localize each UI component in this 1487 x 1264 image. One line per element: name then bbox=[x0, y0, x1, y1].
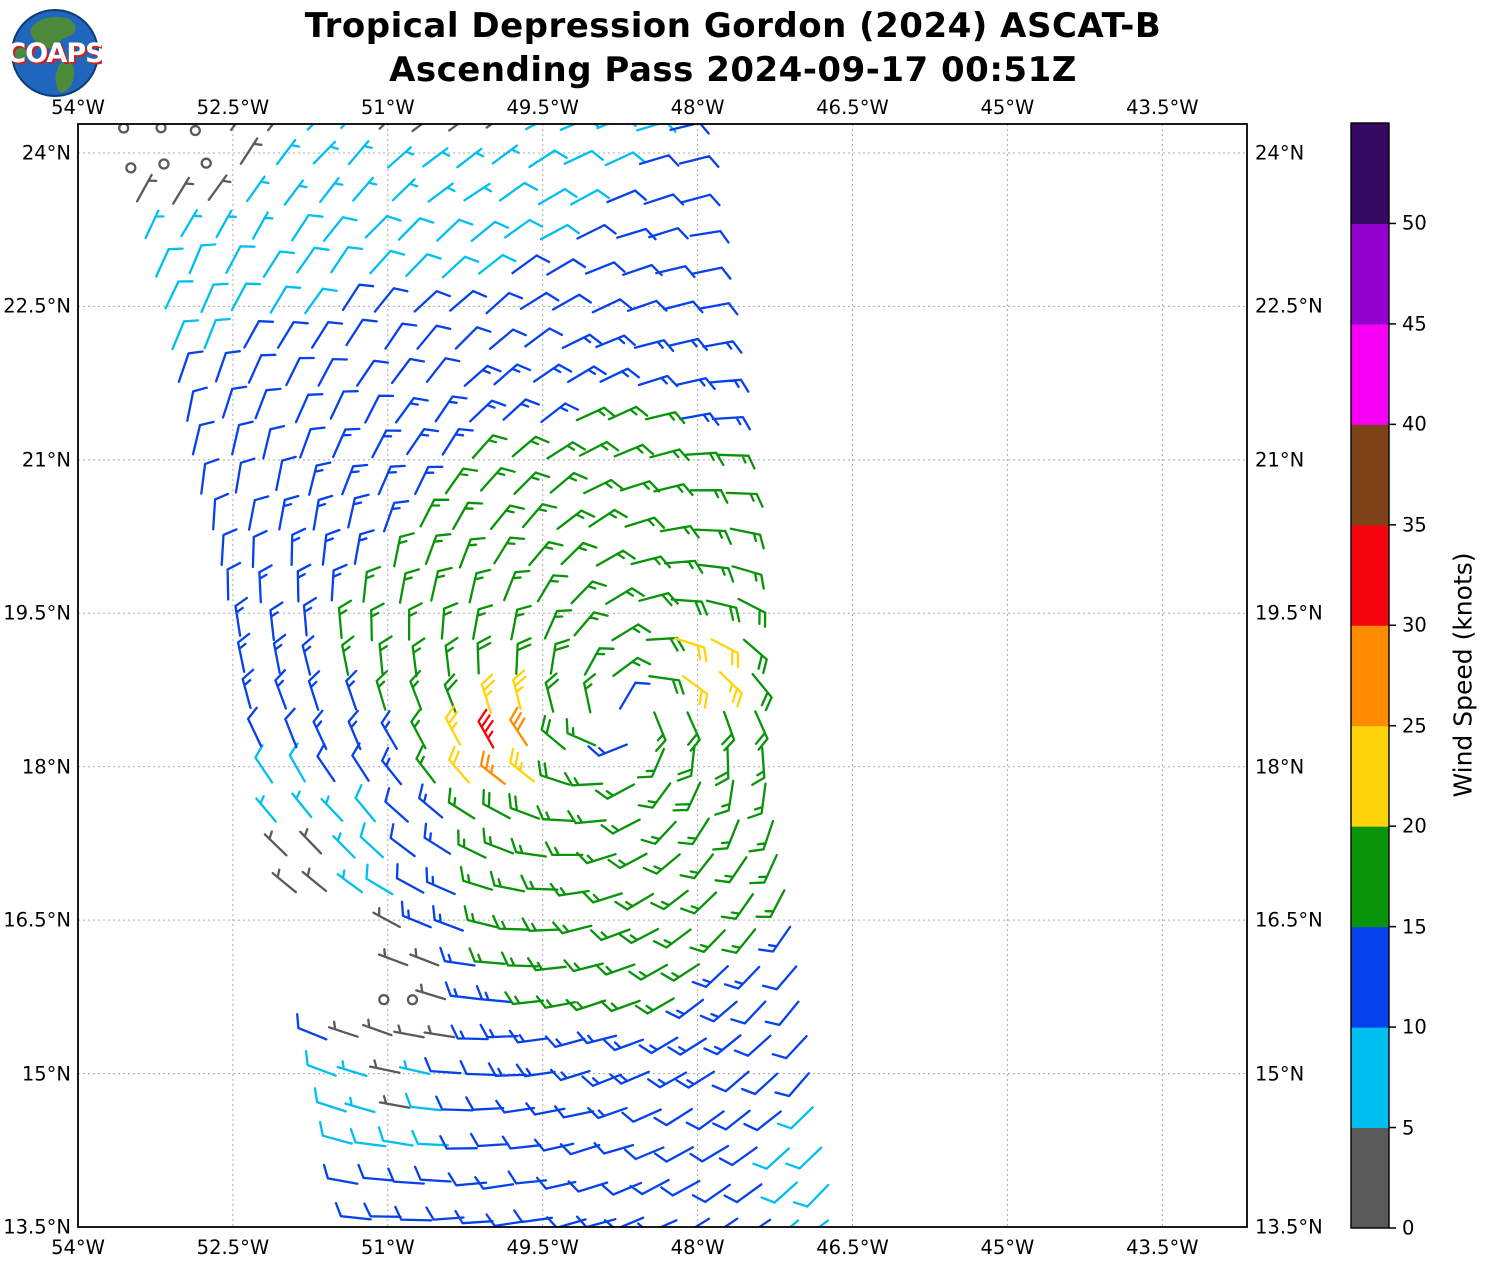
calm-wind-circle bbox=[125, 162, 137, 174]
colorbar-tick-label: 0 bbox=[1402, 1216, 1415, 1240]
colorbar-segment bbox=[1351, 826, 1389, 928]
colorbar-segment bbox=[1351, 625, 1389, 727]
y-tick-label-left: 13.5°N bbox=[3, 1215, 71, 1239]
y-tick-label-left: 19.5°N bbox=[3, 601, 71, 625]
calm-wind-circle bbox=[189, 124, 201, 137]
y-tick-label-right: 21°N bbox=[1255, 448, 1305, 472]
colorbar-segment bbox=[1351, 725, 1389, 827]
y-tick-label-right: 16.5°N bbox=[1255, 908, 1323, 932]
y-tick-label-right: 22.5°N bbox=[1255, 294, 1323, 318]
calm-wind-circle bbox=[118, 124, 130, 134]
chart-subtitle: Ascending Pass 2024-09-17 00:51Z bbox=[389, 50, 1077, 90]
colorbar-segment bbox=[1351, 524, 1389, 626]
logo-text: COAPS bbox=[8, 38, 102, 69]
y-tick-label-right: 19.5°N bbox=[1255, 601, 1323, 625]
calm-wind-circle bbox=[200, 157, 212, 169]
x-tick-label-top: 46.5°W bbox=[816, 96, 889, 119]
calm-wind-circle bbox=[406, 994, 419, 1006]
colorbar-tick-label: 10 bbox=[1402, 1015, 1427, 1039]
logo-continent-west bbox=[15, 48, 28, 60]
y-tick-label-left: 22.5°N bbox=[3, 294, 71, 318]
y-tick-label-right: 15°N bbox=[1255, 1062, 1305, 1086]
logo-continent-north-america bbox=[30, 17, 76, 49]
calm-wind-circle bbox=[158, 158, 170, 170]
x-tick-label-top: 54°W bbox=[51, 96, 105, 119]
colorbar-tick-label: 45 bbox=[1402, 312, 1427, 336]
colorbar-tick-label: 15 bbox=[1402, 915, 1427, 939]
colorbar-tick-label: 5 bbox=[1402, 1116, 1415, 1140]
colorbar-segment bbox=[1351, 1027, 1389, 1129]
y-tick-label-left: 18°N bbox=[21, 755, 71, 779]
x-tick-label-top: 48°W bbox=[670, 96, 725, 119]
x-tick-label-top: 51°W bbox=[360, 96, 415, 119]
y-tick-label-left: 24°N bbox=[21, 141, 71, 165]
x-tick-label-bottom: 46.5°W bbox=[816, 1236, 889, 1259]
x-tick-label-bottom: 43.5°W bbox=[1126, 1236, 1199, 1259]
x-tick-label-bottom: 45°W bbox=[980, 1236, 1035, 1259]
wind-barb-group-10kt bbox=[177, 124, 810, 1227]
wind-barb-group-20kt bbox=[444, 637, 743, 784]
x-tick-label-bottom: 52.5°W bbox=[196, 1236, 270, 1259]
colorbar-tick-label: 35 bbox=[1402, 513, 1427, 537]
colorbar-tick-label: 25 bbox=[1402, 714, 1427, 738]
grid-lines bbox=[77, 124, 1247, 1228]
y-tick-label-right: 18°N bbox=[1255, 755, 1305, 779]
colorbar-border bbox=[1350, 122, 1390, 1229]
colorbar-segment bbox=[1351, 223, 1389, 325]
colorbar-tick-label: 50 bbox=[1402, 211, 1427, 235]
chart-title: Tropical Depression Gordon (2024) ASCAT-… bbox=[304, 6, 1162, 46]
y-tick-label-left: 15°N bbox=[21, 1062, 71, 1086]
calm-wind-circle bbox=[378, 993, 390, 1006]
x-tick-label-bottom: 48°W bbox=[670, 1236, 725, 1259]
wind-barb-group-0kt bbox=[135, 124, 494, 1109]
wind-barbs bbox=[118, 124, 830, 1227]
wind-barb-group-5kt bbox=[144, 124, 830, 1227]
logo-continent-south-america bbox=[55, 61, 75, 93]
colorbar-segment bbox=[1351, 123, 1389, 224]
colorbar bbox=[1350, 122, 1396, 1229]
colorbar-tick-label: 20 bbox=[1402, 814, 1427, 838]
colorbar-segment bbox=[1351, 424, 1389, 526]
colorbar-segment bbox=[1351, 323, 1389, 425]
colorbar-segment bbox=[1351, 1127, 1389, 1229]
y-tick-label-left: 21°N bbox=[21, 448, 71, 472]
y-tick-label-left: 16.5°N bbox=[3, 908, 71, 932]
x-tick-label-top: 52.5°W bbox=[196, 96, 270, 119]
plot-border bbox=[77, 123, 1248, 1228]
wind-barb-group-25kt bbox=[479, 706, 528, 785]
y-tick-label-right: 24°N bbox=[1255, 141, 1305, 165]
colorbar-axis-label: Wind Speed (knots) bbox=[1448, 552, 1478, 798]
colorbar-tick-label: 30 bbox=[1402, 613, 1427, 637]
x-tick-label-bottom: 54°W bbox=[51, 1236, 105, 1259]
x-tick-label-top: 43.5°W bbox=[1126, 96, 1199, 119]
wind-barb-group-30kt bbox=[477, 708, 495, 749]
logo-text-shadow: COAPS bbox=[8, 40, 102, 71]
colorbar-tick-label: 40 bbox=[1402, 412, 1427, 436]
wind-barb-group-15kt bbox=[337, 405, 786, 1015]
coaps-logo: COAPS COAPS bbox=[8, 9, 102, 97]
x-tick-label-top: 49.5°W bbox=[506, 96, 579, 119]
x-tick-label-bottom: 51°W bbox=[360, 1236, 415, 1259]
y-tick-label-right: 13.5°N bbox=[1255, 1215, 1323, 1239]
colorbar-segment bbox=[1351, 926, 1389, 1028]
calm-wind-circle bbox=[155, 124, 167, 134]
x-tick-label-bottom: 49.5°W bbox=[506, 1236, 579, 1259]
x-tick-label-top: 45°W bbox=[980, 96, 1035, 119]
